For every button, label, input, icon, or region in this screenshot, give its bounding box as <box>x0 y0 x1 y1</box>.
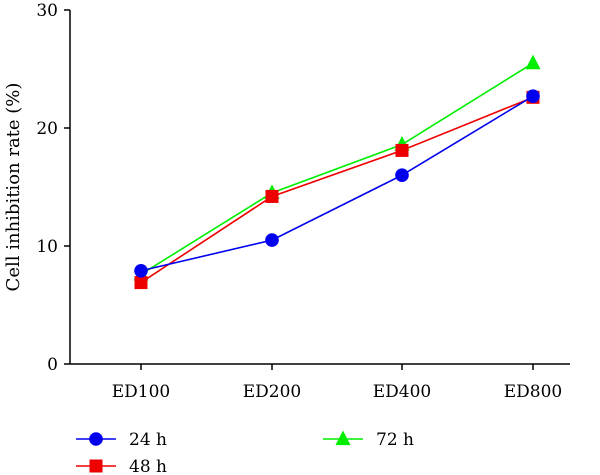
series-line <box>140 95 534 272</box>
legend-item: 24 h <box>76 430 167 450</box>
legend: 24 h 48 h 72 h <box>76 430 414 475</box>
axes <box>69 10 570 365</box>
series-line <box>140 96 534 284</box>
x-tick-label: ED800 <box>504 382 563 402</box>
y-tick-label: 10 <box>36 237 58 257</box>
legend-label: 48 h <box>129 457 167 475</box>
series-layer <box>133 54 541 290</box>
data-point-circle <box>134 263 148 278</box>
series-line <box>140 62 534 275</box>
x-tick-label: ED200 <box>243 382 302 402</box>
data-point-square <box>265 189 279 203</box>
data-point-triangle <box>525 54 541 70</box>
data-point-circle <box>526 89 540 103</box>
series-24h <box>134 89 540 278</box>
data-point-square <box>134 276 148 290</box>
y-tick-label: 0 <box>47 355 58 375</box>
legend-marker-square <box>89 459 103 473</box>
x-tick-label: ED400 <box>373 382 432 402</box>
y-axis-title: Cell inhibition rate (%) <box>3 83 24 292</box>
data-point-circle <box>395 168 409 182</box>
y-ticks: 0 10 20 30 <box>36 1 70 375</box>
data-point-square <box>395 143 409 157</box>
y-tick-label: 30 <box>36 1 58 21</box>
legend-label: 72 h <box>376 430 414 450</box>
legend-item: 48 h <box>76 457 167 475</box>
x-ticks: ED100 ED200 ED400 ED800 <box>112 364 563 402</box>
data-point-circle <box>265 233 279 247</box>
legend-marker-triangle <box>335 430 351 446</box>
series-48h <box>134 90 540 290</box>
y-tick-label: 20 <box>36 119 58 139</box>
legend-marker-circle <box>89 432 103 446</box>
legend-item: 72 h <box>323 430 414 450</box>
legend-label: 24 h <box>129 430 167 450</box>
x-tick-label: ED100 <box>112 382 171 402</box>
